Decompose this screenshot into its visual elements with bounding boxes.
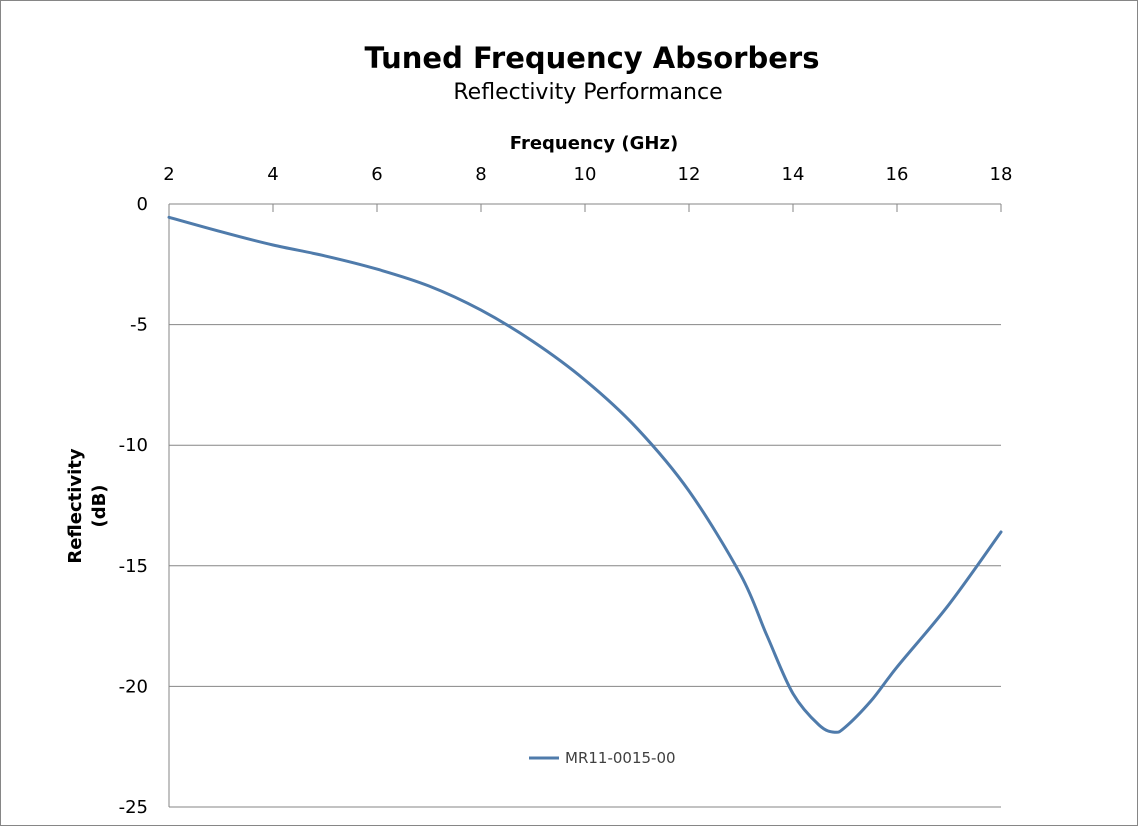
legend-label: MR11-0015-00: [565, 749, 676, 767]
x-tick-label: 4: [267, 164, 278, 185]
x-tick-label: 14: [782, 164, 805, 185]
axes: 0 -5 -10 -15 -20 -25 2 4 6 8 10 12 14 16 18: [119, 164, 1013, 818]
x-tick-label: 2: [163, 164, 174, 185]
x-tick-label: 16: [886, 164, 909, 185]
chart-subtitle: Reflectivity Performance: [453, 80, 722, 105]
series: [167, 215, 1003, 734]
series-line: [167, 215, 1003, 734]
y-axis-title-line-1: Reflectivity: [65, 448, 86, 564]
y-tick-label: -5: [130, 315, 148, 336]
x-tick-label: 6: [371, 164, 382, 185]
y-axis-title-line-2: (dB): [89, 484, 110, 527]
x-tick-label: 12: [678, 164, 701, 185]
y-axis-title: Reflectivity (dB): [65, 448, 110, 564]
y-tick-label: -25: [119, 797, 148, 818]
legend: MR11-0015-00: [529, 749, 676, 767]
y-tick-label: -10: [119, 435, 148, 456]
x-tick-label: 8: [475, 164, 486, 185]
y-tick-label: -15: [119, 556, 148, 577]
y-tick-label: -20: [119, 676, 148, 697]
x-tick-label: 10: [574, 164, 597, 185]
chart-title: Tuned Frequency Absorbers: [365, 41, 820, 75]
y-tick-label: 0: [137, 194, 148, 215]
gridlines: [169, 324, 1001, 808]
x-axis-title: Frequency (GHz): [510, 133, 678, 154]
x-tick-label: 18: [990, 164, 1013, 185]
